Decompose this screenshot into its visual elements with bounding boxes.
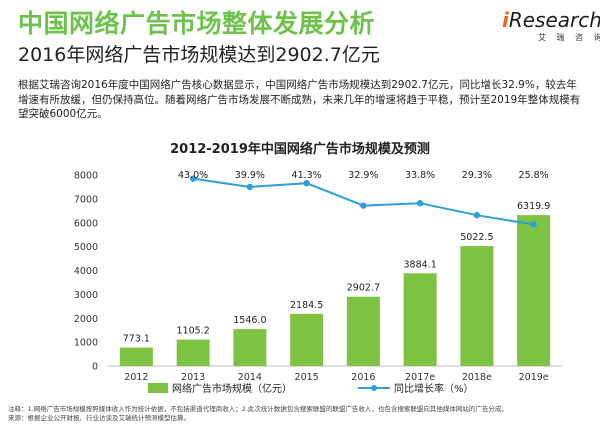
growth-rate-label: 39.9% bbox=[235, 170, 265, 181]
legend-bar-label: 网络广告市场规模（亿元） bbox=[172, 382, 292, 395]
bar bbox=[403, 273, 437, 366]
footnote-line-2: 来源：根据企业公开财报、行业访谈及艾瑞统计预测模型估算。 bbox=[8, 414, 190, 422]
bar bbox=[233, 329, 267, 366]
page-title: 中国网络广告市场整体发展分析 bbox=[18, 9, 376, 38]
y-tick-label: 8000 bbox=[74, 171, 98, 182]
y-tick-label: 2000 bbox=[74, 314, 98, 325]
growth-rate-label: 29.3% bbox=[462, 170, 492, 181]
x-tick-label: 2012 bbox=[124, 372, 148, 383]
footnotes: 注释：1.网络广告市场规模按照媒体收入作为统计依据，不包括渠道代理商收入；2.此… bbox=[8, 405, 596, 423]
bar-value-label: 2902.7 bbox=[347, 283, 380, 294]
x-tick-label: 2017e bbox=[405, 372, 435, 383]
page-subtitle: 2016年网络广告市场规模达到2902.7亿元 bbox=[18, 44, 380, 66]
legend-line-marker bbox=[371, 385, 377, 391]
growth-rate-point bbox=[360, 202, 367, 209]
growth-rate-point bbox=[530, 221, 537, 228]
logo-i: i bbox=[502, 8, 509, 32]
x-tick-label: 2018e bbox=[462, 372, 492, 383]
x-tick-label: 2016 bbox=[351, 372, 375, 383]
bar bbox=[346, 296, 380, 366]
growth-rate-point bbox=[473, 212, 481, 219]
bar-value-label: 1105.2 bbox=[177, 326, 210, 337]
bar bbox=[119, 347, 153, 366]
logo-wordmark: iResearch bbox=[502, 8, 600, 32]
y-tick-label: 3000 bbox=[74, 290, 98, 301]
y-tick-label: 4000 bbox=[74, 266, 98, 277]
x-tick-label: 2019e bbox=[519, 372, 549, 383]
growth-rate-label: 32.9% bbox=[348, 170, 378, 181]
x-tick-label: 2014 bbox=[238, 372, 262, 383]
y-tick-label: 6000 bbox=[74, 218, 98, 229]
y-tick-label: 5000 bbox=[74, 242, 98, 253]
x-tick-label: 2013 bbox=[181, 372, 205, 383]
growth-rate-point bbox=[416, 200, 424, 207]
bar bbox=[460, 246, 494, 366]
bar-value-label: 5022.5 bbox=[460, 232, 493, 243]
footnote-line-1: 注释：1.网络广告市场规模按照媒体收入作为统计依据，不包括渠道代理商收入；2.此… bbox=[8, 405, 508, 413]
x-tick-label: 2015 bbox=[295, 372, 319, 383]
growth-rate-point bbox=[303, 180, 310, 187]
y-tick-label: 0 bbox=[92, 362, 98, 373]
summary-paragraph: 根据艾瑞咨询2016年度中国网络广告核心数据显示，中国网络广告市场规模达到290… bbox=[18, 79, 581, 120]
iresearch-logo: iResearch 艾 瑞 咨 询 bbox=[502, 8, 600, 42]
bar-value-label: 773.1 bbox=[123, 334, 150, 345]
logo-chinese: 艾 瑞 咨 询 bbox=[538, 33, 600, 42]
growth-rate-label: 25.8% bbox=[519, 170, 549, 181]
bar bbox=[176, 339, 210, 366]
growth-rate-point bbox=[246, 183, 254, 191]
chart-title: 2012-2019年中国网络广告市场规模及预测 bbox=[170, 142, 430, 157]
growth-rate-label: 33.8% bbox=[405, 170, 435, 181]
bar-value-label: 3884.1 bbox=[404, 259, 437, 270]
bar bbox=[290, 313, 324, 366]
bar-value-label: 1546.0 bbox=[233, 315, 266, 326]
growth-rate-point bbox=[189, 175, 197, 182]
bar-value-label: 6319.9 bbox=[517, 201, 550, 212]
legend-bar-swatch bbox=[148, 383, 168, 393]
legend-line-label: 同比增长率（%） bbox=[394, 382, 474, 395]
bar bbox=[517, 215, 551, 366]
growth-rate-label: 41.3% bbox=[292, 170, 322, 181]
growth-rate-line bbox=[192, 177, 534, 226]
growth-rate-label: 43.0% bbox=[178, 170, 208, 181]
bar-value-label: 2184.5 bbox=[290, 300, 323, 311]
y-tick-label: 7000 bbox=[74, 194, 98, 205]
logo-research: Research bbox=[508, 8, 600, 32]
y-tick-label: 1000 bbox=[74, 338, 98, 349]
